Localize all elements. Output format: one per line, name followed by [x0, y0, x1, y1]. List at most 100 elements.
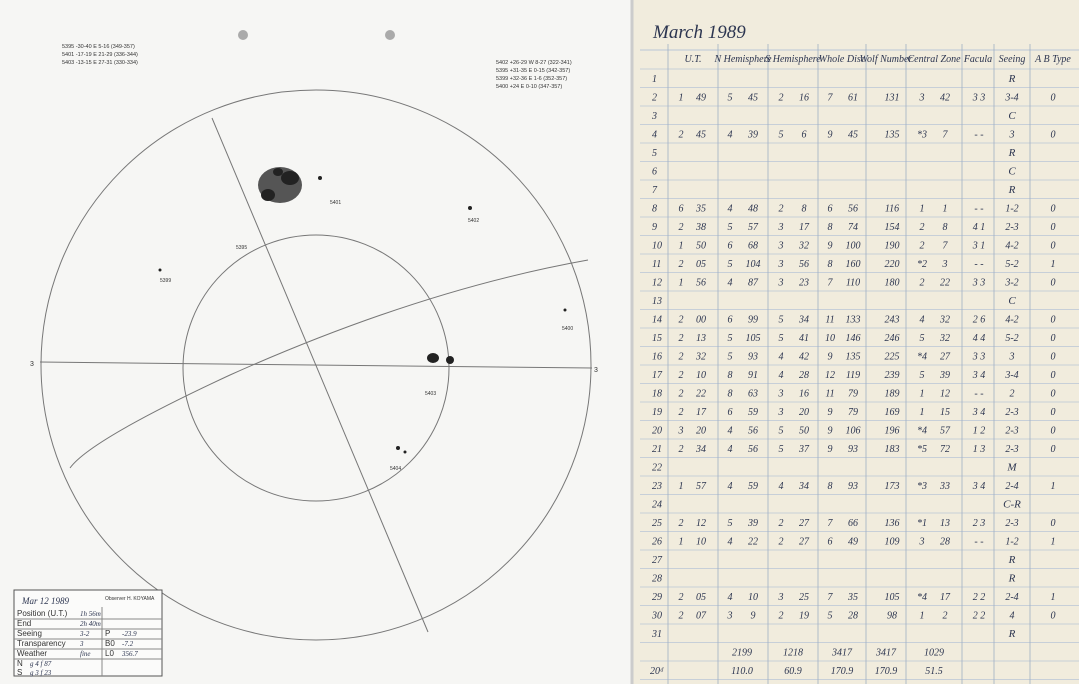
cell-value: 3 4 [972, 481, 986, 492]
cell-value: 56 [848, 204, 858, 215]
column-header: N Hemisphere [713, 54, 772, 65]
cell-value: 8 [943, 222, 948, 233]
day-number: 26 [652, 537, 662, 548]
sunspot [273, 168, 283, 176]
cell-value: 1-2 [1005, 204, 1018, 215]
cell-value: 13 [696, 333, 706, 344]
cell-value: 173 [885, 481, 900, 492]
cell-value: 68 [748, 241, 758, 252]
cell-value: 3-2 [1004, 278, 1018, 289]
cell-value: 106 [846, 426, 861, 437]
cell-value: *4 [917, 352, 927, 363]
cell-value: 50 [696, 241, 706, 252]
cell-value: 45 [848, 130, 858, 141]
cell-value: 79 [848, 389, 858, 400]
group-note: 5401 -17-19 E 21-29 (336-344) [62, 52, 138, 58]
cell-value: 135 [846, 352, 861, 363]
cell-value: 56 [799, 259, 809, 270]
group-note: 5402 +26-29 W 8-27 (322-341) [496, 60, 572, 66]
cell-value: 2 [679, 518, 684, 529]
day-number: 30 [651, 611, 662, 622]
day-number: 2 [652, 93, 657, 104]
cell-value: 5 [728, 518, 733, 529]
status-note: C [1008, 166, 1016, 178]
monthly-total: 1029 [924, 648, 944, 659]
cell-value: 27 [799, 537, 810, 548]
cell-value: 17 [696, 407, 707, 418]
record-label: Seeing [17, 629, 42, 638]
day-number: 11 [652, 259, 661, 270]
cell-value: 23 [799, 278, 809, 289]
cell-value: 39 [747, 518, 758, 529]
cell-value: 05 [696, 259, 706, 270]
cell-value: 0 [1051, 93, 1056, 104]
cell-value: 1 [920, 204, 925, 215]
monthly-total: 3417 [875, 648, 897, 659]
record-value: -7.2 [122, 640, 134, 648]
day-number: 19 [652, 407, 662, 418]
cell-value: 105 [885, 592, 900, 603]
drawing-sheet [0, 0, 632, 684]
cell-value: 05 [696, 592, 706, 603]
cell-value: 1 [920, 407, 925, 418]
cell-value: 3 [1009, 130, 1015, 141]
cell-value: 4 1 [973, 222, 986, 233]
punch-hole [238, 30, 248, 40]
cell-value: 146 [846, 333, 861, 344]
spot-label: 5403 [425, 391, 436, 397]
day-number: 16 [652, 352, 662, 363]
cell-value: 56 [748, 444, 758, 455]
cell-value: - - [974, 259, 983, 270]
cell-value: 9 [828, 426, 833, 437]
day-number: 15 [652, 333, 662, 344]
cell-value: 32 [939, 333, 950, 344]
cell-value: 4 [728, 481, 733, 492]
sunspot [281, 171, 299, 185]
day-number: 25 [652, 518, 662, 529]
record-label: L0 [105, 649, 114, 658]
cell-value: 100 [846, 241, 861, 252]
cell-value: 28 [848, 611, 858, 622]
cell-value: 5 [779, 130, 784, 141]
day-number: 22 [652, 463, 662, 474]
mean-label: 20ᵈ [650, 666, 664, 677]
monthly-mean: 170.9 [875, 666, 898, 677]
cell-value: 34 [695, 444, 706, 455]
cell-value: 28 [799, 370, 809, 381]
day-number: 27 [652, 555, 663, 566]
cell-value: 180 [885, 278, 900, 289]
cell-value: 5 [728, 93, 733, 104]
cell-value: 0 [1051, 130, 1056, 141]
cell-value: 13 [940, 518, 950, 529]
cell-value: 0 [1051, 204, 1056, 215]
cell-value: 3 [778, 278, 784, 289]
day-number: 7 [652, 185, 658, 196]
record-label: Transparency [17, 639, 66, 648]
cell-value: 7 [828, 592, 834, 603]
sunspot [158, 268, 162, 272]
cell-value: 91 [748, 370, 758, 381]
cell-value: 2 3 [973, 518, 986, 529]
day-number: 18 [652, 389, 662, 400]
cell-value: 5 [828, 611, 833, 622]
cell-value: 5 [920, 333, 925, 344]
cell-value: 2-3 [1005, 407, 1018, 418]
day-number: 3 [651, 111, 657, 122]
cell-value: 45 [696, 130, 706, 141]
column-header: Seeing [999, 54, 1026, 65]
cell-value: 3 1 [972, 241, 986, 252]
cell-value: 32 [798, 241, 809, 252]
cell-value: 22 [940, 278, 950, 289]
cell-value: 8 [828, 222, 833, 233]
cell-value: 2 [679, 389, 684, 400]
cell-value: 3 [778, 592, 784, 603]
cell-value: 2 [679, 407, 684, 418]
cell-value: 57 [940, 426, 951, 437]
cell-value: 8 [828, 259, 833, 270]
cell-value: 2 [679, 130, 684, 141]
cell-value: 4 [779, 352, 784, 363]
cell-value: 2-3 [1005, 426, 1018, 437]
cell-value: 2-3 [1005, 222, 1018, 233]
cell-value: 2 [779, 204, 784, 215]
